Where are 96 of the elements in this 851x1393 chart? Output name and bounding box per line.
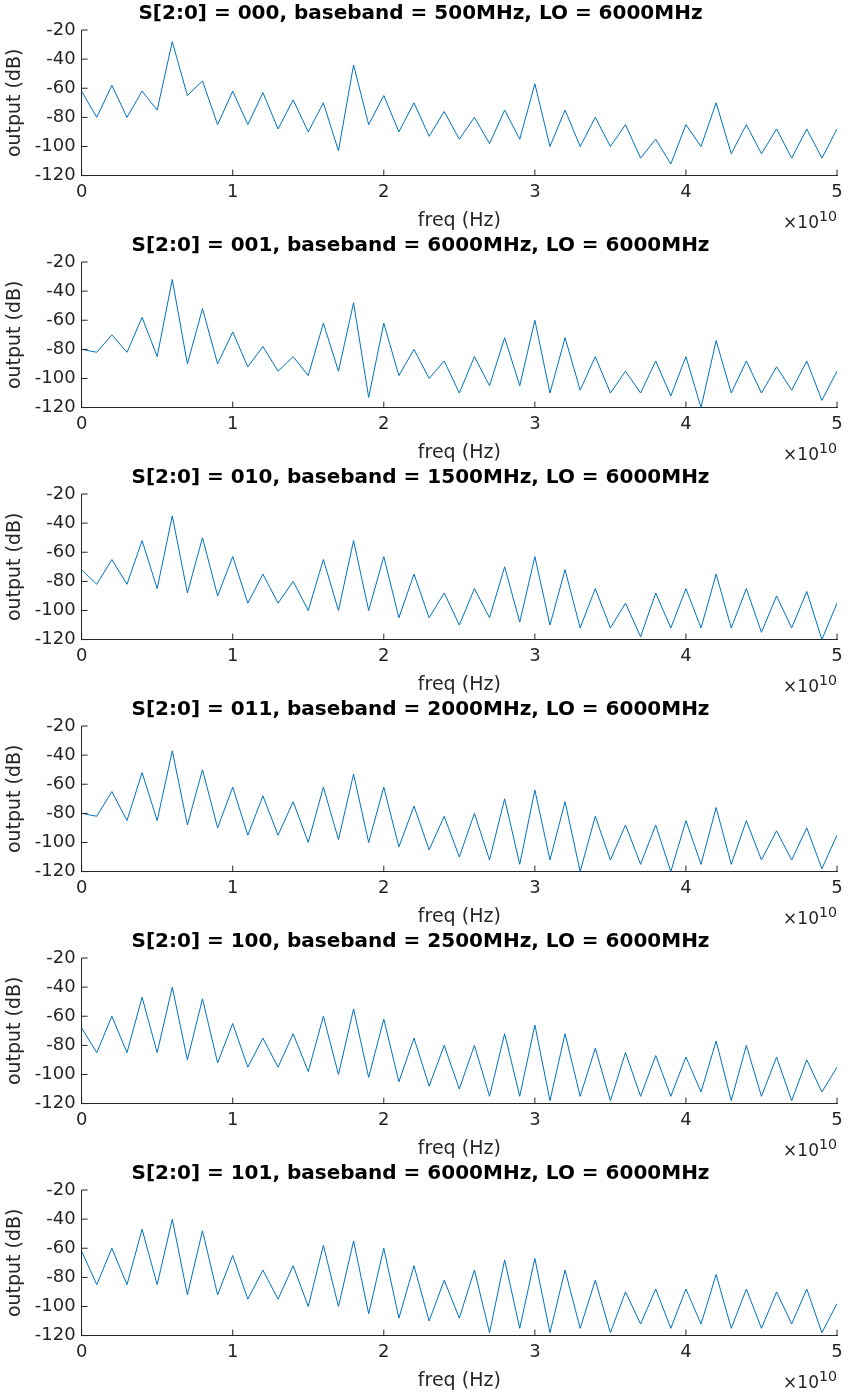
- x-tick-label: 4: [680, 412, 692, 434]
- x-axis-title: freq (Hz): [417, 439, 501, 462]
- x-tick-label: 1: [226, 876, 239, 898]
- x-tick-label: 1: [226, 1108, 239, 1130]
- y-tick-label: -80: [46, 1033, 76, 1055]
- y-tick-label: -40: [46, 742, 76, 764]
- x-tick-label: 5: [831, 1108, 843, 1130]
- x-tick-label: 1: [226, 1340, 239, 1362]
- y-tick-label: -80: [46, 1265, 76, 1287]
- x-tick-label: 3: [529, 876, 541, 898]
- x-axis-title: freq (Hz): [417, 903, 501, 926]
- y-tick-label: -80: [46, 801, 76, 823]
- y-tick-label: -80: [46, 105, 76, 127]
- x-tick-label: 5: [831, 876, 843, 898]
- x-tick-label: 1: [226, 644, 239, 666]
- y-axis-title: output (dB): [2, 976, 25, 1086]
- x-axis-title: freq (Hz): [417, 1367, 501, 1390]
- x-tick-label: 4: [680, 876, 692, 898]
- x-tick-label: 2: [378, 412, 390, 434]
- y-tick-label: -100: [34, 134, 76, 156]
- y-tick-label: -20: [46, 945, 76, 967]
- x-tick-label: 0: [75, 180, 88, 202]
- y-axis-title: output (dB): [2, 1208, 25, 1318]
- y-tick-label: -120: [34, 395, 76, 417]
- y-tick-label: -20: [46, 481, 76, 503]
- y-tick-label: -40: [46, 510, 76, 532]
- y-tick-label: -120: [34, 163, 76, 185]
- text: ×10$^{10}$: [783, 672, 837, 696]
- x-tick-label: 1: [226, 180, 239, 202]
- y-tick-label: -40: [46, 974, 76, 996]
- x-tick-label: 5: [831, 412, 843, 434]
- x-tick-label: 0: [75, 1340, 88, 1362]
- y-tick-label: -20: [46, 17, 76, 39]
- text: ×10$^{10}$: [783, 904, 837, 928]
- x-tick-label: 2: [378, 1108, 390, 1130]
- x-tick-label: 3: [529, 644, 541, 666]
- y-tick-label: -120: [34, 1323, 76, 1345]
- y-tick-label: -60: [46, 539, 76, 561]
- x-tick-label: 2: [378, 1340, 390, 1362]
- text: ×10$^{10}$: [783, 208, 837, 232]
- y-tick-label: -120: [34, 1091, 76, 1113]
- x-tick-label: 3: [529, 180, 541, 202]
- chart-title: S[2:0] = 101, baseband = 6000MHz, LO = 6000MHz: [131, 1160, 710, 1185]
- x-tick-label: 2: [378, 644, 390, 666]
- y-tick-label: -60: [46, 771, 76, 793]
- y-tick-label: -40: [46, 278, 76, 300]
- x-tick-label: 1: [226, 412, 239, 434]
- x-tick-label: 4: [680, 180, 692, 202]
- y-tick-label: -120: [34, 859, 76, 881]
- y-tick-label: -20: [46, 713, 76, 735]
- x-tick-label: 0: [75, 876, 88, 898]
- x-tick-label: 0: [75, 1108, 88, 1130]
- y-tick-label: -120: [34, 627, 76, 649]
- y-axis-title: output (dB): [2, 280, 25, 390]
- y-axis-title: output (dB): [2, 48, 25, 158]
- chart-title: S[2:0] = 100, baseband = 2500MHz, LO = 6000MHz: [131, 928, 710, 953]
- y-tick-label: -80: [46, 569, 76, 591]
- chart-title: S[2:0] = 011, baseband = 2000MHz, LO = 6000MHz: [131, 696, 710, 721]
- chart-title: S[2:0] = 010, baseband = 1500MHz, LO = 6000MHz: [131, 464, 710, 489]
- y-axis-title: output (dB): [2, 512, 25, 622]
- x-axis-title: freq (Hz): [417, 671, 501, 694]
- y-tick-label: -20: [46, 1177, 76, 1199]
- text: ×10$^{10}$: [783, 440, 837, 464]
- x-tick-label: 5: [831, 180, 843, 202]
- y-tick-label: -60: [46, 307, 76, 329]
- y-tick-label: -60: [46, 1003, 76, 1025]
- x-tick-label: 3: [529, 1108, 541, 1130]
- y-tick-label: -40: [46, 46, 76, 68]
- x-tick-label: 5: [831, 1340, 843, 1362]
- text: ×10$^{10}$: [783, 1368, 837, 1392]
- x-tick-label: 2: [378, 876, 390, 898]
- y-tick-label: -100: [34, 598, 76, 620]
- x-tick-label: 4: [680, 1108, 692, 1130]
- x-tick-label: 4: [680, 1340, 692, 1362]
- y-tick-label: -80: [46, 337, 76, 359]
- chart-title: S[2:0] = 000, baseband = 500MHz, LO = 6000MHz: [138, 0, 703, 25]
- y-tick-label: -100: [34, 1062, 76, 1084]
- y-tick-label: -100: [34, 1294, 76, 1316]
- x-axis-title: freq (Hz): [417, 1135, 501, 1158]
- x-tick-label: 5: [831, 644, 843, 666]
- y-tick-label: -40: [46, 1206, 76, 1228]
- y-axis-title: output (dB): [2, 744, 25, 854]
- x-tick-label: 4: [680, 644, 692, 666]
- y-tick-label: -20: [46, 249, 76, 271]
- x-axis-title: freq (Hz): [417, 207, 501, 230]
- x-tick-label: 2: [378, 180, 390, 202]
- x-tick-label: 0: [75, 644, 88, 666]
- text: ×10$^{10}$: [783, 1136, 837, 1160]
- x-tick-label: 0: [75, 412, 88, 434]
- y-tick-label: -60: [46, 75, 76, 97]
- y-tick-label: -100: [34, 366, 76, 388]
- x-tick-label: 3: [529, 1340, 541, 1362]
- chart-title: S[2:0] = 001, baseband = 6000MHz, LO = 6000MHz: [131, 232, 710, 257]
- y-tick-label: -60: [46, 1235, 76, 1257]
- y-tick-label: -100: [34, 830, 76, 852]
- x-tick-label: 3: [529, 412, 541, 434]
